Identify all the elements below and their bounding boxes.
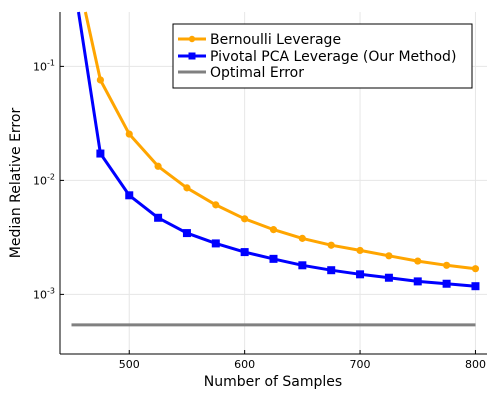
point-1-3: [182, 229, 191, 238]
point-1-9: [356, 270, 365, 279]
point-0-13: [471, 265, 480, 273]
y-tick-label-2: 10-1: [33, 58, 55, 73]
axes: [59, 12, 487, 355]
legend-label-pivotal: Pivotal PCA Leverage (Our Method): [210, 49, 456, 65]
point-1-2: [154, 213, 163, 222]
point-0-5: [241, 215, 249, 223]
point-1-11: [413, 277, 422, 286]
legend: Bernoulli Leverage Pivotal PCA Leverage …: [172, 23, 473, 89]
y-tick-label-0: 10-3: [33, 286, 55, 301]
x-tick-label-0: 500: [119, 358, 140, 371]
point-0-2: [154, 162, 162, 170]
point-0-0: [96, 76, 104, 84]
x-axis-title: Number of Samples: [204, 374, 342, 390]
series-1: [77, 11, 480, 291]
legend-label-bernoulli: Bernoulli Leverage: [210, 32, 341, 48]
legend-label-optimal: Optimal Error: [210, 65, 304, 81]
legend-entry-bernoulli: Bernoulli Leverage: [178, 32, 341, 48]
point-1-10: [384, 273, 393, 282]
point-0-1: [125, 130, 133, 138]
legend-marker-pivotal: [188, 52, 196, 60]
legend-box: [172, 23, 473, 89]
point-1-4: [211, 239, 220, 248]
point-0-8: [327, 241, 335, 249]
point-0-11: [414, 257, 422, 265]
point-0-7: [298, 234, 306, 242]
point-0-6: [269, 226, 278, 234]
point-1-6: [269, 254, 278, 263]
x-tick-label-3: 800: [465, 358, 486, 371]
series-layer: [71, 11, 480, 327]
legend-entry-pivotal: Pivotal PCA Leverage (Our Method): [178, 49, 456, 65]
tick-labels: 500 600 700 800 10-3 10-2 10-1: [33, 58, 486, 371]
point-1-0: [96, 149, 105, 158]
point-1-13: [471, 282, 480, 291]
point-1-12: [442, 279, 451, 288]
x-tick-label-1: 600: [234, 358, 255, 371]
point-0-4: [212, 201, 220, 209]
legend-marker-bernoulli: [188, 35, 196, 43]
point-1-7: [298, 261, 307, 270]
point-0-10: [385, 252, 393, 260]
point-0-12: [443, 261, 451, 269]
point-0-3: [183, 184, 191, 192]
point-1-5: [240, 248, 249, 257]
point-1-8: [327, 266, 336, 275]
x-tick-label-2: 700: [350, 358, 371, 371]
legend-entry-optimal: Optimal Error: [178, 65, 304, 81]
series-0: [83, 11, 480, 273]
y-axis-title: Median Relative Error: [8, 108, 24, 259]
y-tick-label-1: 10-2: [33, 172, 55, 187]
point-0-9: [356, 246, 364, 255]
point-1-1: [125, 191, 134, 200]
